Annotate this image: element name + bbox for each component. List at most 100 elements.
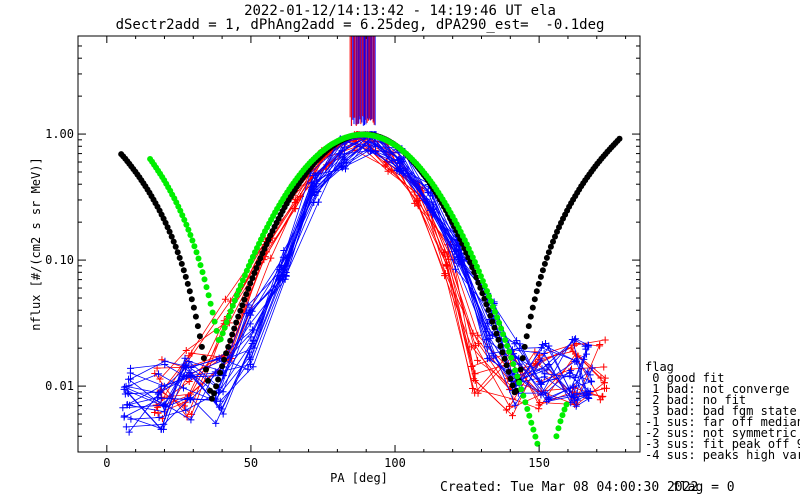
blue-series-point [161, 357, 169, 365]
fit-black-point [251, 270, 258, 276]
fit-black-point [513, 387, 520, 394]
fit-black-point [537, 273, 544, 280]
fit-green-point [496, 319, 503, 326]
fit-black-point [164, 224, 171, 231]
fit-black-point [479, 290, 486, 297]
red-series-point [188, 349, 196, 357]
red-series-point [468, 384, 476, 392]
fit-black-point [487, 312, 494, 319]
red-series-point [596, 342, 604, 350]
fit-black-point [550, 238, 556, 245]
blue-series-point [582, 350, 590, 358]
blue-series-trace [124, 145, 587, 430]
fit-black-point [521, 343, 528, 350]
fit-black-point [531, 296, 538, 303]
flag-status: flag = 0 [672, 480, 735, 495]
y-axis-label: nflux [#/(cm2 s sr MeV)] [29, 157, 43, 330]
blue-series-point [545, 361, 553, 369]
fit-black-point [223, 350, 230, 357]
fit-black-point [215, 376, 222, 383]
fit-green-point [209, 309, 216, 316]
fit-black-point [477, 284, 484, 291]
fit-black-point [221, 356, 228, 363]
fit-green-point [177, 207, 184, 214]
red-series-point [156, 375, 164, 383]
fit-green-point [237, 282, 244, 289]
fit-black-point [547, 243, 554, 250]
fit-black-point [170, 238, 177, 245]
fit-green-point [512, 367, 519, 374]
fit-black-point [499, 349, 506, 356]
red-series-point [535, 401, 543, 409]
red-series-point [182, 346, 190, 354]
blue-series-point [484, 343, 492, 351]
fit-green-point [532, 433, 539, 440]
blue-series-point [212, 419, 220, 427]
fit-green-point [522, 399, 529, 406]
fit-black-point [213, 383, 220, 390]
blue-series-point [341, 165, 349, 173]
blue-series-point [126, 375, 134, 383]
fit-green-point [229, 302, 236, 309]
blue-series-point [247, 333, 255, 341]
blue-series-point [179, 384, 187, 392]
fit-green-point [193, 249, 200, 256]
fit-green-point [471, 259, 478, 265]
fit-black-point [541, 260, 548, 267]
plot-frame [77, 35, 641, 453]
fit-green-point [469, 254, 476, 261]
fit-green-point [502, 337, 509, 343]
legend-item: -4 sus: peaks high var [645, 448, 800, 462]
fit-green-point [225, 313, 232, 320]
blue-series-point [588, 364, 596, 372]
blue-series-point [125, 382, 133, 390]
fit-black-point [503, 362, 510, 369]
blue-series-point [282, 271, 290, 279]
fit-green-point [528, 419, 535, 426]
fit-green-point [500, 331, 507, 338]
fit-green-point [518, 386, 525, 393]
fit-black-point [219, 363, 226, 370]
fit-green-point [492, 308, 498, 315]
red-series-point [154, 403, 162, 411]
blue-series-point [219, 410, 227, 418]
blue-series-point [120, 383, 128, 391]
blue-series-point [245, 309, 253, 317]
fit-green-point [553, 433, 560, 440]
fit-black-point [257, 255, 264, 262]
fit-black-point [535, 280, 542, 287]
blue-series-point [276, 263, 284, 271]
red-series-point [468, 343, 476, 351]
blue-series-point [245, 348, 253, 356]
fit-green-point [559, 412, 566, 419]
blue-series-point [187, 395, 195, 403]
fit-black-point [239, 302, 246, 309]
blue-series-point [282, 262, 290, 270]
blue-series-point [571, 358, 579, 366]
blue-series-point [545, 342, 553, 350]
blue-series-point [429, 211, 437, 219]
blue-series-point [120, 413, 128, 421]
fit-green-point [227, 308, 234, 315]
fit-green-point [473, 263, 480, 270]
fit-black-point [475, 279, 482, 286]
fit-green-point [179, 212, 186, 219]
fit-black-point [554, 228, 560, 235]
blue-series-trace [125, 134, 591, 394]
blue-series-point [572, 402, 580, 410]
fit-green-point [508, 354, 515, 361]
blue-series-point [585, 342, 593, 350]
fit-black-point [235, 313, 242, 320]
y-tick-label: 0.01 [45, 379, 74, 393]
blue-series-point [125, 428, 133, 436]
fit-green-point [477, 273, 484, 280]
fit-green-point [484, 288, 490, 294]
legend-item: 1 bad: not converge [645, 382, 790, 396]
blue-series-point [122, 423, 130, 431]
red-series-point [469, 329, 477, 337]
legend-item: -2 sus: not symmetric [645, 426, 797, 440]
fit-green-point [235, 287, 242, 294]
fit-black-point [229, 331, 236, 338]
fit-green-point [514, 373, 521, 380]
blue-series-point [307, 180, 315, 188]
